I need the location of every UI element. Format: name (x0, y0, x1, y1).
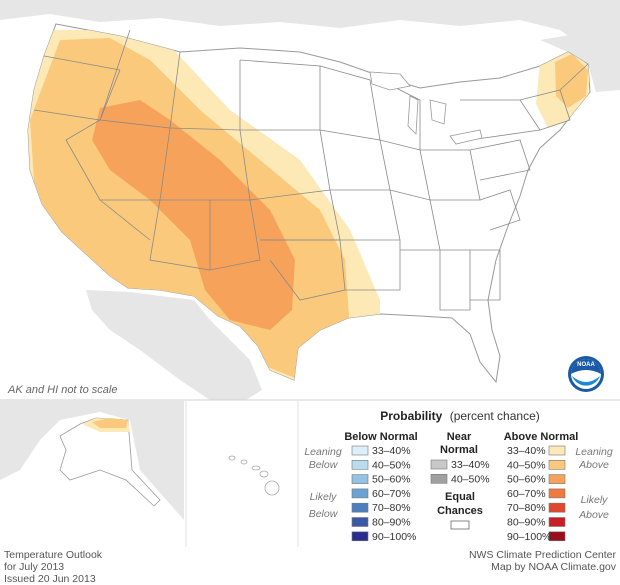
footer-period: for July 2013 (4, 561, 65, 573)
footer-credit-climate: Map by NOAA Climate.gov (491, 561, 616, 573)
lake-michigan (407, 95, 419, 135)
below-normal-label-0: 33–40% (372, 445, 411, 457)
above-normal-label-2: 50–60% (507, 474, 546, 486)
above-normal-header: Above Normal (504, 431, 579, 443)
mexico-landmass (86, 290, 262, 400)
alaska-band-40-50 (92, 418, 128, 428)
likely-below-label-2: Below (309, 508, 339, 520)
equal-chances-swatch (450, 520, 470, 530)
equal-chances-label-2: Chances (437, 505, 483, 517)
alaska-inset (0, 401, 184, 547)
outlook-bands (28, 30, 590, 382)
near-normal-header-1: Near (447, 431, 472, 443)
canada-landmass (0, 0, 620, 44)
lake-erie (449, 129, 483, 145)
near-normal-header-2: Normal (440, 444, 478, 456)
above-normal-label-1: 40–50% (507, 459, 546, 471)
legend: Probability (percent chance) Below Norma… (300, 401, 620, 547)
below-normal-swatch-0 (351, 445, 369, 456)
lake-huron (429, 99, 447, 125)
below-normal-label-4: 70–80% (372, 502, 411, 514)
above-normal-swatch-4 (548, 502, 566, 513)
below-normal-swatch-4 (351, 502, 369, 513)
above-normal-label-6: 90–100% (507, 531, 551, 543)
footer-issued: Issued 20 Jun 2013 (4, 573, 96, 585)
above-normal-swatch-3 (548, 488, 566, 499)
below-normal-swatch-1 (351, 459, 369, 470)
above-normal-label-3: 60–70% (507, 488, 546, 500)
below-normal-label-1: 40–50% (372, 459, 411, 471)
island-molokai (251, 465, 261, 471)
above-normal-swatch-2 (548, 474, 566, 484)
above-normal-rows: 33–40% 40–50% 50–60% 60–70% 70–80% 80–90% 90–1… (507, 445, 566, 543)
footer-right: NWS Climate Prediction Center Map by NOA… (469, 549, 616, 573)
below-normal-header: Below Normal (344, 431, 417, 443)
leaning-above-label-2: Above (578, 459, 609, 471)
hawaii-inset (185, 401, 299, 547)
likely-below-label-1: Likely (310, 491, 338, 503)
below-normal-label-3: 60–70% (372, 488, 411, 500)
above-normal-swatch-0 (548, 445, 566, 456)
island-maui (259, 470, 269, 478)
below-normal-label-5: 80–90% (372, 517, 411, 529)
below-normal-swatch-6 (351, 531, 369, 542)
footer-title: Temperature Outlook (4, 549, 103, 561)
state-boundaries (33, 29, 589, 311)
below-normal-swatch-5 (351, 517, 369, 527)
island-hawaii (264, 480, 280, 496)
leaning-below-label-1: Leaning (304, 446, 342, 458)
above-normal-label-4: 70–80% (507, 502, 546, 514)
legend-title: Probability (percent chance) (380, 407, 540, 424)
near-normal-swatch-1 (430, 473, 448, 484)
band-above-50-60 (92, 100, 295, 330)
near-normal-label-1: 40–50% (451, 473, 490, 485)
noaa-logo-text: NOAA (577, 362, 595, 368)
footer-credit-cpc: NWS Climate Prediction Center (468, 549, 616, 561)
near-normal-rows: 33–40% 40–50% (430, 459, 490, 485)
likely-above-label-1: Likely (581, 494, 609, 506)
equal-chances-label-1: Equal (445, 491, 475, 503)
band-above-40-50-maine (555, 54, 588, 108)
leaning-below-label-2: Below (309, 459, 339, 471)
below-normal-swatch-2 (351, 474, 369, 484)
noaa-logo: NOAA (568, 356, 604, 392)
below-normal-swatch-3 (351, 488, 369, 499)
near-normal-label-0: 33–40% (451, 459, 490, 471)
above-normal-label-0: 33–40% (507, 445, 546, 457)
above-normal-swatch-6 (548, 531, 566, 542)
above-normal-swatch-1 (548, 459, 566, 470)
below-normal-label-6: 90–100% (372, 531, 416, 543)
above-normal-label-5: 80–90% (507, 517, 546, 529)
above-normal-swatch-5 (548, 517, 566, 527)
footer-left: Temperature Outlook for July 2013 Issued… (4, 549, 102, 585)
scale-note: AK and HI not to scale (7, 384, 117, 396)
island-kauai (228, 455, 236, 461)
near-normal-swatch-0 (430, 459, 448, 470)
island-oahu (240, 459, 248, 465)
below-normal-label-2: 50–60% (372, 474, 411, 486)
lake-superior (369, 71, 411, 91)
canada-east-landmass (540, 30, 620, 92)
canada-west-landmass (0, 401, 184, 520)
leaning-above-label-1: Leaning (575, 446, 613, 458)
below-normal-rows: 33–40% 40–50% 50–60% 60–70% 70–80% 80–90% 90–1… (351, 445, 416, 543)
likely-above-label-2: Above (578, 509, 609, 521)
